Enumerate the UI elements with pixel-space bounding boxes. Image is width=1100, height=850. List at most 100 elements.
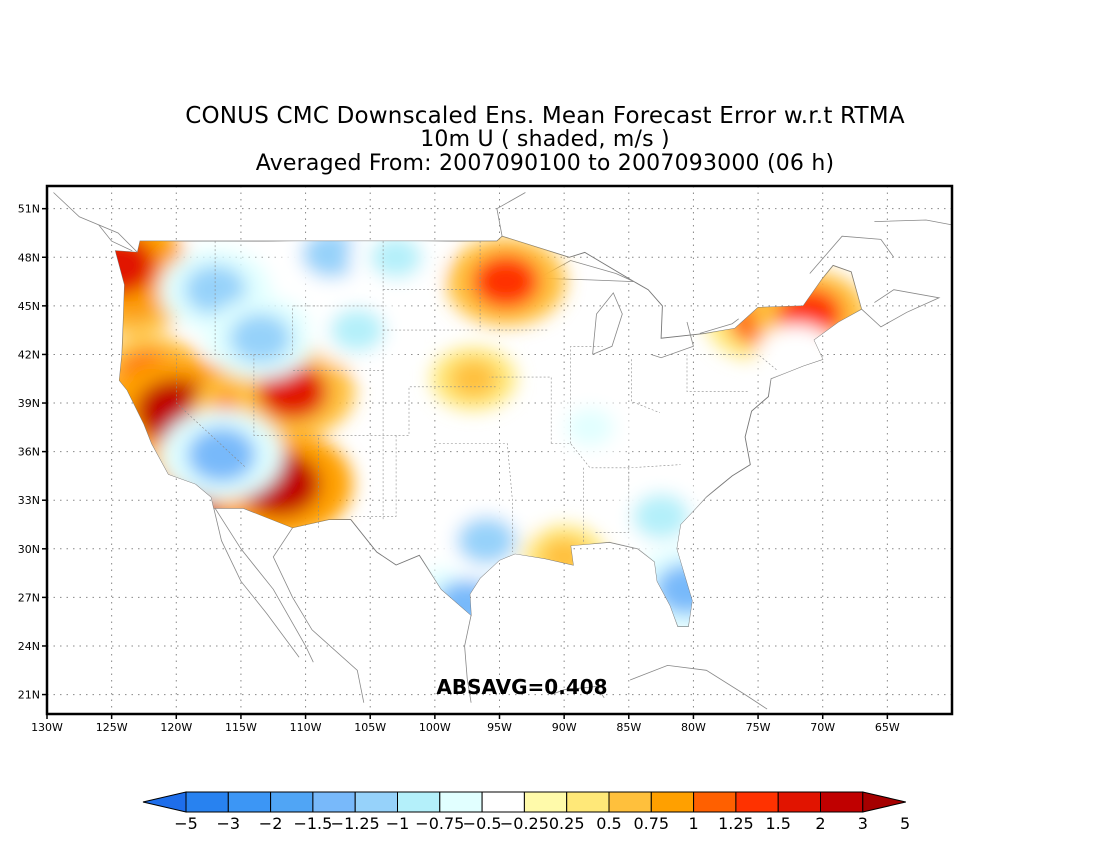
colorbar-label: −0.75: [415, 814, 464, 833]
colorbar-box: [312, 791, 356, 813]
anomaly-core: [449, 359, 498, 398]
lon-tick-label: 85W: [616, 721, 641, 734]
anomaly-core: [435, 579, 500, 627]
lat-tick-label: 36N: [18, 446, 40, 459]
lat-tick-label: 51N: [18, 203, 40, 216]
colorbar-label: −1: [386, 814, 410, 833]
anomaly-core: [456, 516, 517, 565]
colorbar-label: 1.5: [765, 814, 790, 833]
coastline: [538, 260, 635, 282]
colorbar-box: [354, 791, 399, 813]
colorbar-label: 5: [900, 814, 910, 833]
colorbar-box: [693, 791, 737, 813]
anomaly-core: [369, 236, 423, 279]
coastline: [650, 321, 694, 359]
anomaly-core: [566, 408, 614, 447]
state-border: [686, 354, 749, 392]
state-border: [318, 386, 496, 436]
state-border: [383, 241, 481, 331]
colorbar-box: [566, 791, 610, 813]
figure-subtitle-period: Averaged From: 2007090100 to 2007093000 …: [255, 151, 835, 176]
anomaly-core: [654, 563, 720, 615]
state-border: [631, 359, 660, 413]
colorbar-box: [185, 791, 229, 813]
colorbar-label: −1.5: [293, 814, 332, 833]
lon-tick-label: 125W: [96, 721, 128, 734]
state-border: [253, 354, 319, 528]
lat-tick-label: 39N: [18, 397, 40, 410]
lat-tick-label: 45N: [18, 300, 40, 313]
lon-tick-label: 95W: [487, 721, 512, 734]
lat-tick-label: 24N: [18, 640, 40, 653]
lat-tick-label: 30N: [18, 543, 40, 556]
lon-tick-label: 120W: [160, 721, 192, 734]
lon-tick-label: 110W: [290, 721, 322, 734]
colorbar-box: [777, 791, 822, 813]
colorbar-label: 2: [815, 814, 825, 833]
colorbar-label: −2: [259, 814, 283, 833]
state-border: [570, 346, 603, 444]
anomaly-core: [229, 313, 292, 363]
state-border: [595, 467, 630, 533]
state-border: [696, 354, 778, 371]
figure-subtitle-variable: 10m U ( shaded, m/s ): [420, 127, 670, 152]
coastline: [272, 527, 365, 703]
colorbar-label: −0.5: [463, 814, 502, 833]
lon-tick-label: 115W: [225, 721, 257, 734]
lat-tick-label: 27N: [18, 591, 40, 604]
state-border: [176, 354, 247, 469]
lon-tick-label: 80W: [681, 721, 706, 734]
lon-tick-label: 90W: [552, 721, 577, 734]
coastline: [861, 289, 941, 328]
colorbar: −5 −3 −2 −1.5−1.25 −1 −0.75−0.5−0.25 0.25 0.5 0.…: [142, 791, 910, 833]
colorbar-box: [650, 791, 695, 813]
state-border: [434, 443, 513, 552]
coastline: [809, 235, 895, 274]
shaded-error-field: [115, 236, 862, 627]
colorbar-box: [397, 791, 441, 813]
state-border: [551, 443, 681, 469]
colorbar-label: 0.25: [549, 814, 585, 833]
colorbar-box: [270, 791, 314, 813]
lon-tick-label: 130W: [31, 721, 63, 734]
figure-title-block: CONUS CMC Downscaled Ens. Mean Forecast …: [45, 104, 1045, 176]
coastline: [464, 615, 472, 703]
colorbar-box: [608, 791, 652, 813]
coastline: [551, 686, 605, 699]
coastline: [213, 508, 300, 658]
anomaly-core: [472, 254, 540, 309]
lat-tick-label: 33N: [18, 494, 40, 507]
anomaly-core: [187, 427, 257, 483]
colorbar-box: [735, 791, 779, 813]
lon-tick-label: 65W: [875, 721, 900, 734]
anomaly-core: [329, 308, 385, 352]
colorbar-box: [227, 791, 272, 813]
coastline: [53, 192, 138, 253]
lat-tick-label: 48N: [18, 251, 40, 264]
coastline: [98, 224, 133, 252]
lon-tick-label: 75W: [746, 721, 771, 734]
colorbar-arrow-high: [862, 791, 906, 813]
coastline: [874, 219, 952, 226]
coastline: [214, 508, 314, 663]
colorbar-label: −1.25: [331, 814, 380, 833]
colorbar-label: 0.75: [633, 814, 669, 833]
lon-tick-label: 70W: [810, 721, 835, 734]
anomaly-core: [632, 493, 690, 540]
colorbar-label: 1.25: [718, 814, 754, 833]
colorbar-box: [820, 791, 864, 813]
lat-tick-label: 42N: [18, 348, 40, 361]
colorbar-arrow-low: [142, 791, 187, 813]
colorbar-box: [439, 791, 483, 813]
colorbar-box: [481, 791, 525, 813]
colorbar-label: −0.25: [500, 814, 549, 833]
coastline: [592, 292, 623, 355]
colorbar-box: [523, 791, 568, 813]
absavg-annotation: ABSAVG=0.408: [436, 675, 607, 699]
lon-tick-label: 100W: [419, 721, 451, 734]
anomaly-core: [774, 336, 820, 373]
state-borders: [122, 241, 778, 552]
colorbar-label: 0.5: [596, 814, 621, 833]
lon-tick-label: 105W: [354, 721, 386, 734]
